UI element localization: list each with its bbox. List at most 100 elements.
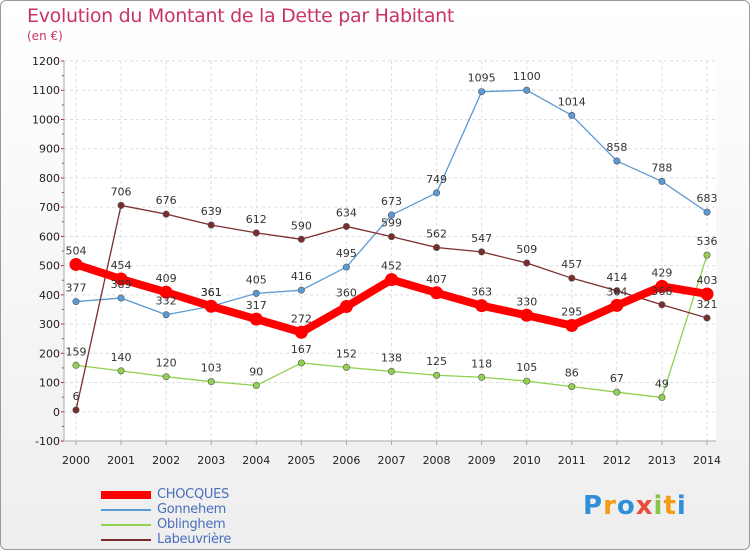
- x-tick-label: 2002: [152, 454, 180, 467]
- data-point: [297, 286, 305, 294]
- y-tick-label: 300: [39, 318, 60, 331]
- x-tick-label: 2013: [648, 454, 676, 467]
- data-point: [117, 201, 125, 209]
- data-label: 706: [111, 185, 132, 198]
- y-tick-label: 400: [39, 289, 60, 302]
- data-label: 504: [66, 244, 87, 257]
- data-label: 6: [73, 390, 80, 403]
- data-label: 454: [111, 259, 132, 272]
- data-point: [568, 274, 576, 282]
- data-label: 317: [246, 299, 267, 312]
- data-label: 90: [249, 365, 263, 378]
- y-tick-label: 800: [39, 172, 60, 185]
- data-point: [339, 300, 353, 314]
- x-tick-label: 2003: [197, 454, 225, 467]
- data-label: 749: [426, 173, 447, 186]
- data-point: [249, 312, 263, 326]
- data-point: [342, 222, 350, 230]
- data-label: 599: [381, 217, 402, 230]
- data-point: [658, 301, 666, 309]
- data-label: 321: [697, 298, 718, 311]
- data-label: 457: [561, 258, 582, 271]
- data-point: [655, 279, 669, 293]
- data-point: [475, 299, 489, 313]
- data-point: [568, 383, 576, 391]
- data-point: [520, 308, 534, 322]
- legend-item: Oblinghem: [101, 517, 231, 532]
- y-tick-label: 1200: [32, 55, 60, 68]
- data-label: 105: [516, 361, 537, 374]
- data-point: [204, 299, 218, 313]
- data-label: 138: [381, 351, 402, 364]
- data-label: 67: [610, 372, 624, 385]
- data-label: 683: [697, 192, 718, 205]
- data-point: [658, 177, 666, 185]
- legend-swatch: [101, 490, 151, 499]
- x-tick-label: 2004: [242, 454, 270, 467]
- legend-swatch: [101, 523, 151, 526]
- data-label: 332: [156, 295, 177, 308]
- data-label: 612: [246, 213, 267, 226]
- x-tick-label: 2001: [107, 454, 135, 467]
- data-label: 366: [651, 285, 672, 298]
- data-label: 673: [381, 195, 402, 208]
- data-point: [430, 286, 444, 300]
- data-label: 676: [156, 194, 177, 207]
- data-label: 272: [291, 312, 312, 325]
- data-point: [703, 251, 711, 259]
- chart-title: Evolution du Montant de la Dette par Hab…: [27, 5, 455, 27]
- data-point: [207, 378, 215, 386]
- data-point: [565, 319, 579, 333]
- data-point: [72, 298, 80, 306]
- x-tick-label: 2009: [468, 454, 496, 467]
- legend-label: Gonnehem: [157, 502, 227, 517]
- data-label: 364: [606, 285, 627, 298]
- data-label: 49: [655, 377, 669, 390]
- y-tick-label: 900: [39, 143, 60, 156]
- data-point: [478, 373, 486, 381]
- data-point: [658, 393, 666, 401]
- data-point: [433, 371, 441, 379]
- data-label: 120: [156, 357, 177, 370]
- data-point: [297, 235, 305, 243]
- chart-subtitle: (en €): [27, 29, 63, 43]
- data-point: [478, 88, 486, 96]
- data-point: [387, 211, 395, 219]
- data-label: 788: [651, 161, 672, 174]
- data-point: [72, 361, 80, 369]
- data-label: 118: [471, 357, 492, 370]
- chart-legend: CHOCQUES Gonnehem Oblinghem Labeuvrière: [101, 487, 231, 547]
- data-point: [433, 189, 441, 197]
- legend-label: Oblinghem: [157, 517, 226, 532]
- data-point: [162, 373, 170, 381]
- data-label: 590: [291, 219, 312, 232]
- legend-label: CHOCQUES: [157, 487, 229, 502]
- data-label: 86: [565, 367, 579, 380]
- data-point: [613, 157, 621, 165]
- data-label: 152: [336, 347, 357, 360]
- data-label: 858: [606, 141, 627, 154]
- data-point: [610, 298, 624, 312]
- data-point: [613, 388, 621, 396]
- legend-swatch: [101, 508, 151, 511]
- data-point: [294, 325, 308, 339]
- x-tick-label: 2005: [287, 454, 315, 467]
- data-label: 330: [516, 295, 537, 308]
- y-tick-label: 100: [39, 377, 60, 390]
- data-label: 416: [291, 270, 312, 283]
- data-point: [69, 257, 83, 271]
- y-tick-label: 500: [39, 260, 60, 273]
- y-tick-label: -100: [35, 435, 60, 448]
- data-label: 125: [426, 355, 447, 368]
- data-point: [478, 248, 486, 256]
- data-point: [703, 208, 711, 216]
- data-point: [342, 363, 350, 371]
- data-label: 403: [697, 274, 718, 287]
- data-point: [433, 243, 441, 251]
- data-label: 167: [291, 343, 312, 356]
- x-tick-label: 2014: [693, 454, 721, 467]
- data-point: [385, 273, 398, 287]
- x-tick-label: 2008: [423, 454, 451, 467]
